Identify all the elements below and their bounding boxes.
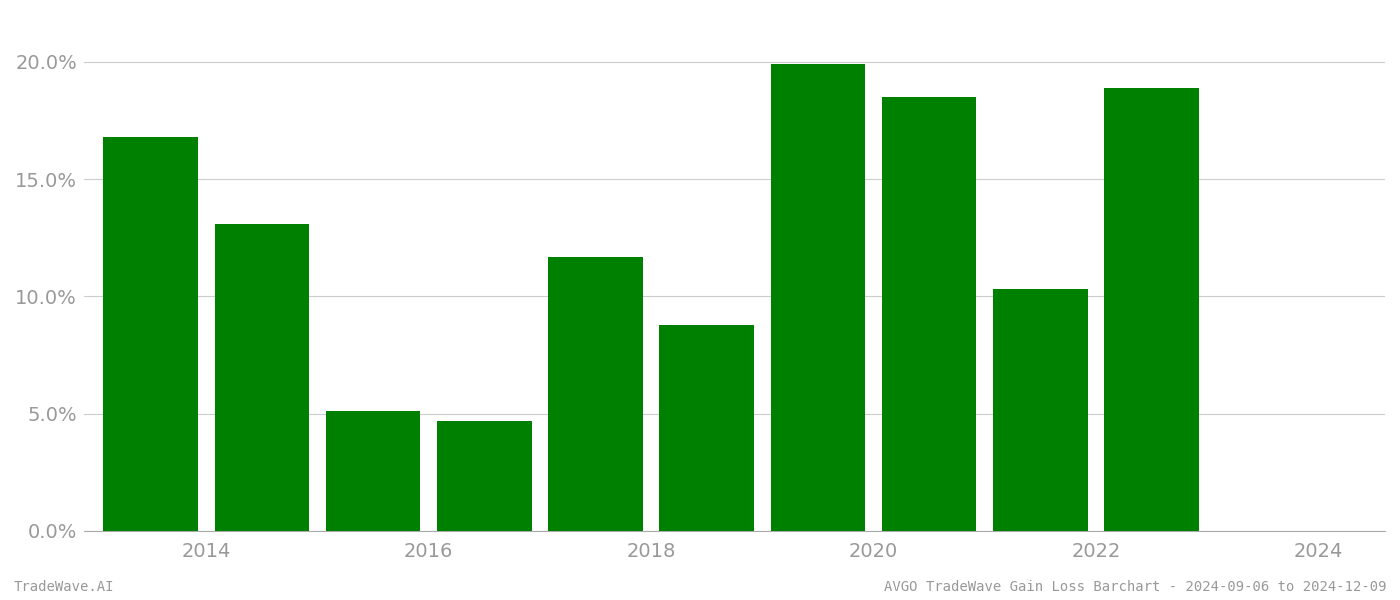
Text: TradeWave.AI: TradeWave.AI [14,580,115,594]
Bar [326,411,420,531]
Bar [214,224,309,531]
Bar [882,97,976,531]
Bar [1105,88,1198,531]
Bar [993,289,1088,531]
Text: AVGO TradeWave Gain Loss Barchart - 2024-09-06 to 2024-12-09: AVGO TradeWave Gain Loss Barchart - 2024… [883,580,1386,594]
Bar [104,137,197,531]
Bar [437,421,532,531]
Bar [770,64,865,531]
Bar [549,257,643,531]
Bar [659,325,755,531]
